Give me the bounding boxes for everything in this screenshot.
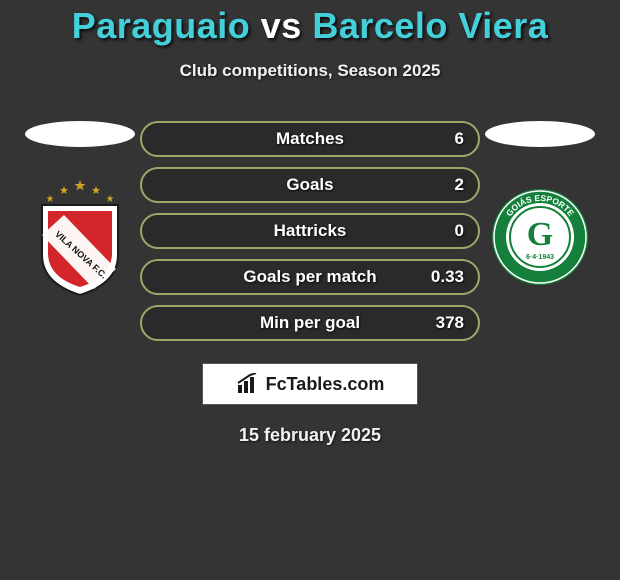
stat-value-right: 6 [455,129,464,149]
stats-column: Matches 6 Goals 2 Hattricks 0 Goals per match 0… [140,121,480,341]
goias-badge-icon: GOIÁS ESPORTE CLUBE G 6·4·1943 [490,187,590,287]
player1-photo-placeholder [25,121,135,147]
page-title: Paraguaio vs Barcelo Viera [0,5,620,47]
comparison-card: Paraguaio vs Barcelo Viera Club competit… [0,0,620,446]
right-column: GOIÁS ESPORTE CLUBE G 6·4·1943 [480,121,600,297]
stat-row: Goals 2 [140,167,480,203]
chart-icon [236,373,262,395]
stat-row: Matches 6 [140,121,480,157]
brand-text: FcTables.com [266,374,385,395]
player1-name: Paraguaio [72,5,251,46]
player2-photo-placeholder [485,121,595,147]
club2-logo: GOIÁS ESPORTE CLUBE G 6·4·1943 [490,177,590,297]
stat-row: Min per goal 378 [140,305,480,341]
subtitle: Club competitions, Season 2025 [0,61,620,81]
main-row: VILA NOVA F.C. Matches 6 Goals 2 Hattricks 0 G… [0,121,620,341]
stat-row: Goals per match 0.33 [140,259,480,295]
stat-value-right: 0 [455,221,464,241]
stat-value-right: 0.33 [431,267,464,287]
brand-box[interactable]: FcTables.com [202,363,418,405]
stat-label: Goals per match [243,267,376,287]
vs-label: vs [261,5,302,46]
club1-logo: VILA NOVA F.C. [30,177,130,297]
club2-g-icon: G [527,216,553,253]
footer-date: 15 february 2025 [0,425,620,446]
stat-value-right: 2 [455,175,464,195]
stat-label: Matches [276,129,344,149]
stat-label: Goals [286,175,333,195]
club2-founding-date: 6·4·1943 [526,254,554,261]
left-column: VILA NOVA F.C. [20,121,140,297]
stat-value-right: 378 [436,313,464,333]
stat-label: Hattricks [274,221,347,241]
player2-name: Barcelo Viera [312,5,548,46]
stat-label: Min per goal [260,313,360,333]
stat-row: Hattricks 0 [140,213,480,249]
vila-nova-shield-icon: VILA NOVA F.C. [30,177,130,297]
